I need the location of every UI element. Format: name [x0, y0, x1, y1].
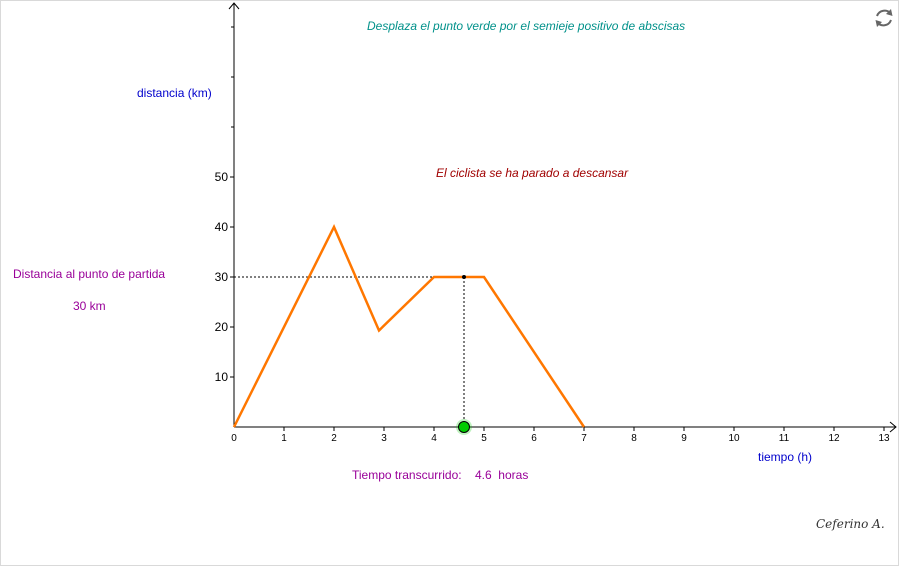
- x-tick-label: 1: [281, 433, 287, 444]
- series-lines: [232, 224, 586, 428]
- x-tick-label: 7: [581, 433, 587, 444]
- x-tick-label: 8: [631, 433, 637, 444]
- refresh-icon[interactable]: [872, 6, 896, 30]
- x-tick-label: 6: [531, 433, 537, 444]
- status-message: El ciclista se ha parado a descansar: [436, 166, 629, 180]
- instruction-text: Desplaza el punto verde por el semieje p…: [367, 19, 686, 33]
- distance-value: 30 km: [73, 299, 106, 313]
- curve-point: [462, 275, 466, 279]
- guide-lines: [234, 276, 465, 427]
- author-credit: Ceferino A.: [816, 517, 885, 531]
- y-tick-label: 30: [215, 270, 229, 284]
- series-line: [232, 224, 586, 428]
- x-tick-label: 10: [728, 433, 740, 444]
- y-axis-label: distancia (km): [137, 86, 212, 100]
- y-axis-arrow: [228, 2, 240, 10]
- time-readout: Tiempo transcurrido: 4.6 horas: [352, 468, 528, 482]
- x-tick-label: 3: [381, 433, 387, 444]
- x-tick-label: 11: [779, 433, 790, 444]
- x-tick-label: 5: [481, 433, 487, 444]
- time-unit: horas: [498, 468, 529, 482]
- slider-point[interactable]: [458, 421, 470, 433]
- x-tick-label: 0: [231, 433, 237, 444]
- x-tick-label: 12: [828, 433, 840, 444]
- x-tick-label: 9: [681, 433, 687, 444]
- points[interactable]: [456, 275, 472, 435]
- y-tick-label: 10: [215, 370, 229, 384]
- distance-label: Distancia al punto de partida: [13, 267, 166, 281]
- x-tick-label: 4: [431, 433, 437, 444]
- x-axis-label: tiempo (h): [758, 450, 813, 464]
- x-tick-label: 2: [331, 433, 337, 444]
- y-tick-label: 40: [215, 220, 229, 234]
- x-axis-arrow: [889, 421, 897, 433]
- y-tick-label: 50: [215, 170, 229, 184]
- y-tick-label: 20: [215, 320, 229, 334]
- time-value: 4.6: [474, 468, 492, 482]
- x-tick-label: 13: [878, 433, 890, 444]
- time-label: Tiempo transcurrido:: [352, 468, 462, 482]
- axes: [228, 2, 897, 433]
